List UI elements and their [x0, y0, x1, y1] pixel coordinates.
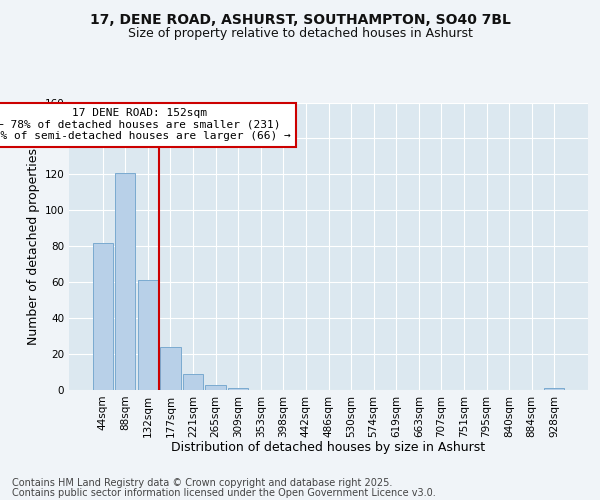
Bar: [228, 388, 248, 390]
Y-axis label: Number of detached properties: Number of detached properties: [27, 148, 40, 345]
Bar: [138, 280, 158, 390]
Text: 17 DENE ROAD: 152sqm
← 78% of detached houses are smaller (231)
22% of semi-deta: 17 DENE ROAD: 152sqm ← 78% of detached h…: [0, 108, 291, 142]
Text: Size of property relative to detached houses in Ashurst: Size of property relative to detached ho…: [128, 28, 472, 40]
Bar: [92, 242, 113, 390]
Bar: [160, 347, 181, 390]
Bar: [544, 388, 565, 390]
Text: Contains HM Land Registry data © Crown copyright and database right 2025.: Contains HM Land Registry data © Crown c…: [12, 478, 392, 488]
X-axis label: Distribution of detached houses by size in Ashurst: Distribution of detached houses by size …: [172, 441, 485, 454]
Bar: [115, 172, 136, 390]
Bar: [183, 374, 203, 390]
Text: 17, DENE ROAD, ASHURST, SOUTHAMPTON, SO40 7BL: 17, DENE ROAD, ASHURST, SOUTHAMPTON, SO4…: [89, 12, 511, 26]
Bar: [205, 384, 226, 390]
Text: Contains public sector information licensed under the Open Government Licence v3: Contains public sector information licen…: [12, 488, 436, 498]
